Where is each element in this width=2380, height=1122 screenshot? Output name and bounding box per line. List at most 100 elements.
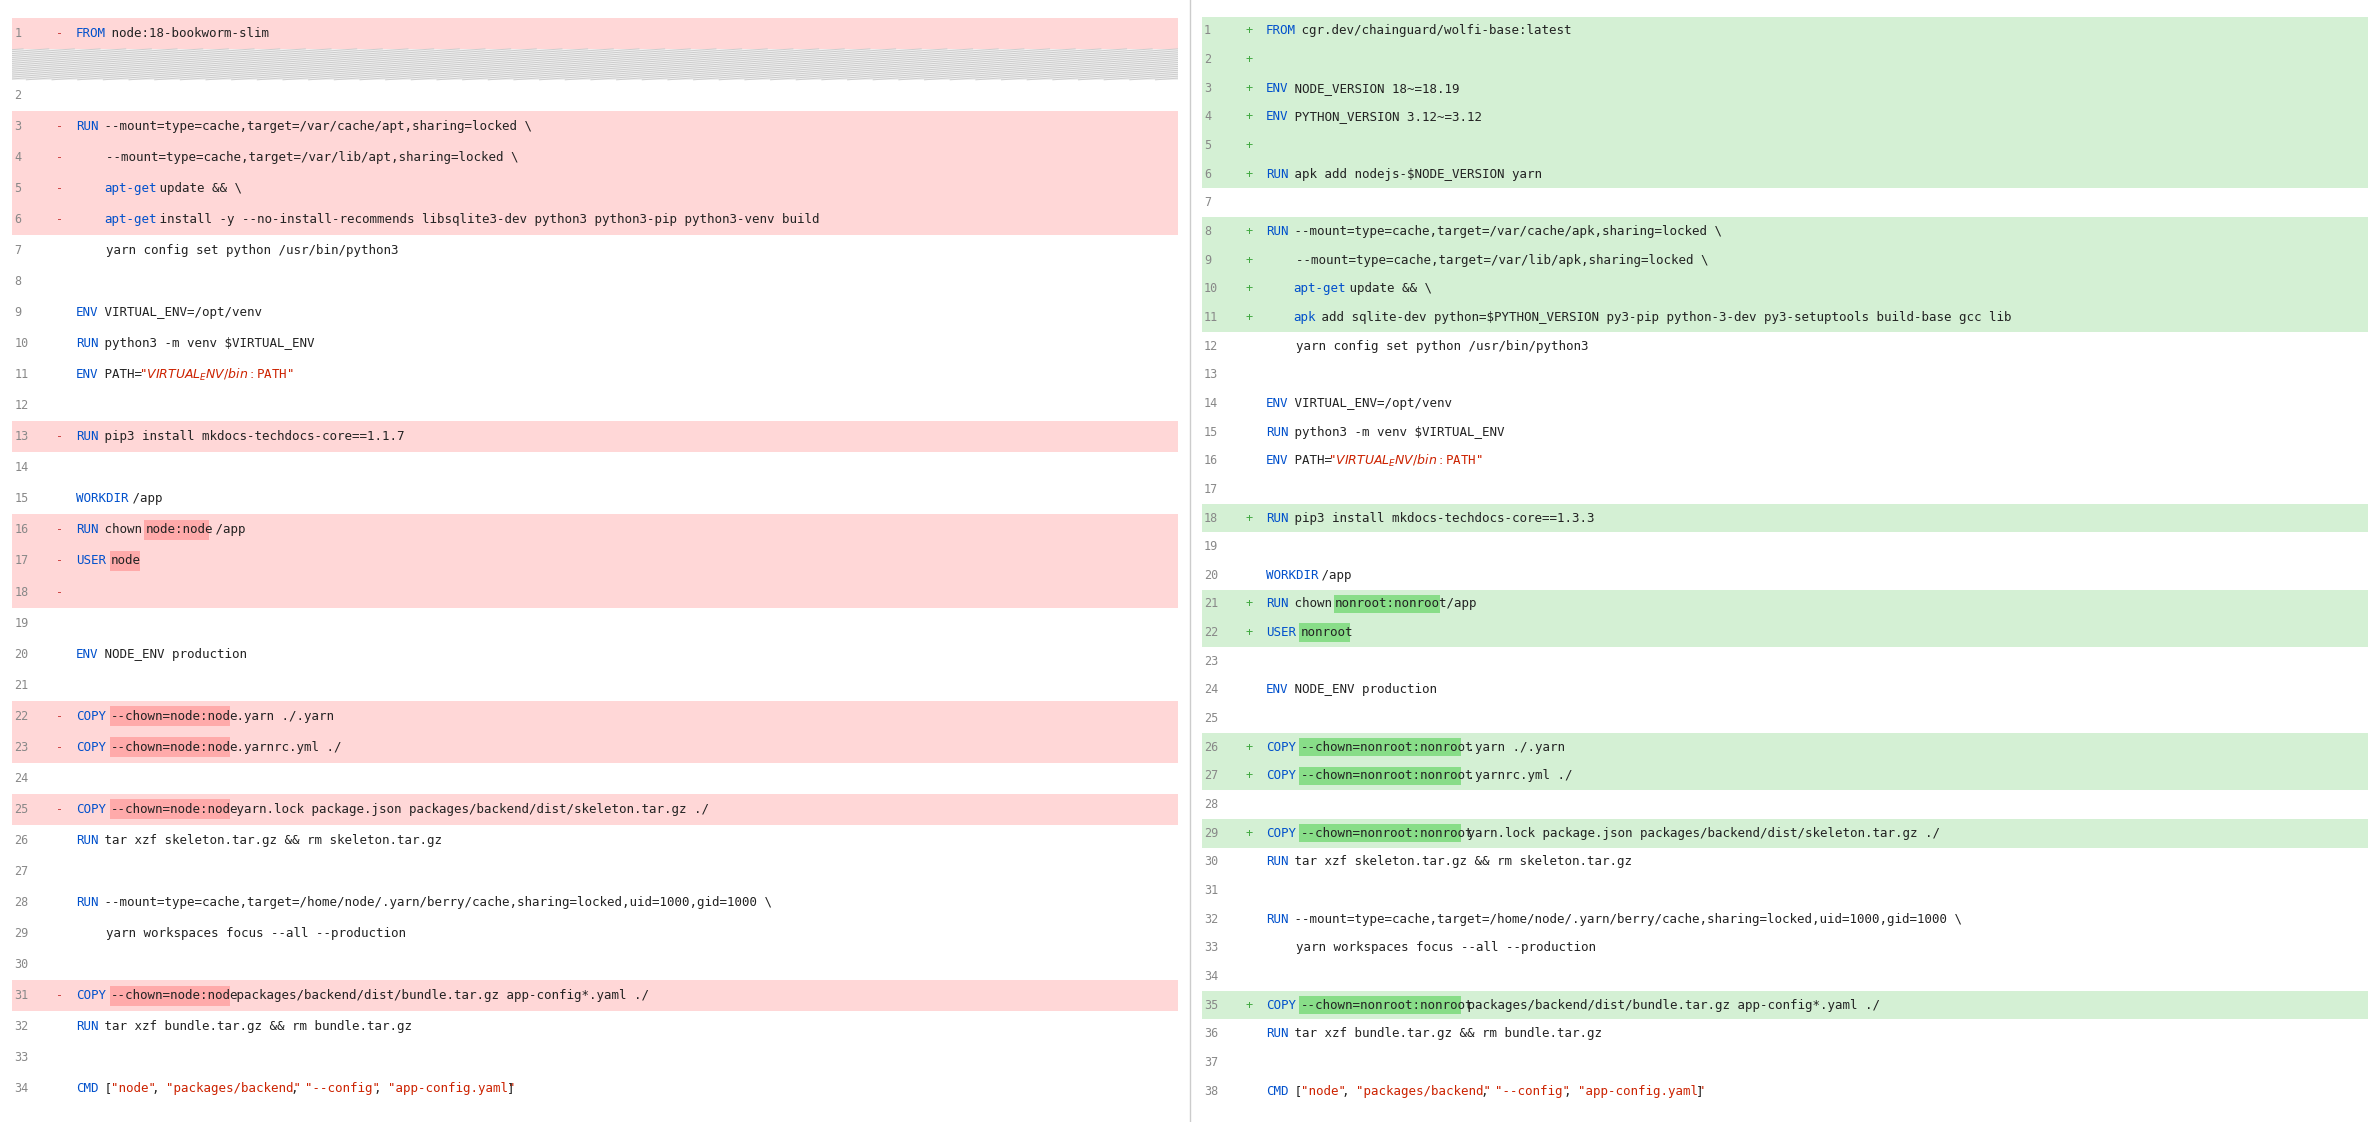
Text: 11: 11 — [1204, 311, 1219, 324]
Bar — [12, 856, 1178, 886]
Text: 17: 17 — [14, 554, 29, 568]
Text: RUN: RUN — [1266, 912, 1288, 926]
Text: -: - — [57, 213, 64, 226]
Text: RUN: RUN — [1266, 1028, 1288, 1040]
Text: ,: , — [152, 1083, 167, 1095]
Text: 7: 7 — [1204, 196, 1211, 210]
Text: 34: 34 — [14, 1083, 29, 1095]
Text: apt-get: apt-get — [105, 213, 157, 226]
Bar — [1202, 447, 2368, 475]
Text: 12: 12 — [14, 399, 29, 412]
Text: ]: ] — [1697, 1085, 1704, 1097]
Text: COPY: COPY — [1266, 827, 1295, 839]
Text: install -y --no-install-recommends libsqlite3-dev python3 python3-pip python3-ve: install -y --no-install-recommends libsq… — [152, 213, 819, 226]
Text: [: [ — [1288, 1085, 1302, 1097]
Text: +: + — [1247, 311, 1254, 324]
Text: 22: 22 — [14, 710, 29, 723]
Text: --mount=type=cache,target=/var/cache/apk,sharing=locked \: --mount=type=cache,target=/var/cache/apk… — [1288, 226, 1721, 238]
Text: 1: 1 — [14, 27, 21, 39]
Text: -: - — [57, 586, 64, 598]
Bar — [1299, 624, 1349, 642]
Text: USER: USER — [76, 554, 107, 568]
Bar — [1202, 819, 2368, 847]
Bar — [12, 484, 1178, 514]
Text: --mount=type=cache,target=/var/lib/apt,sharing=locked \: --mount=type=cache,target=/var/lib/apt,s… — [76, 151, 519, 164]
Text: 26: 26 — [14, 834, 29, 847]
Text: 15: 15 — [1204, 425, 1219, 439]
Text: 37: 37 — [1204, 1056, 1219, 1069]
Text: 1: 1 — [1204, 25, 1211, 37]
Text: 17: 17 — [1204, 482, 1219, 496]
Text: RUN: RUN — [76, 896, 98, 909]
Text: ENV: ENV — [1266, 110, 1288, 123]
Text: ,: , — [290, 1083, 307, 1095]
Bar — [109, 799, 231, 819]
Text: 4: 4 — [14, 151, 21, 164]
Text: yarn config set python /usr/bin/python3: yarn config set python /usr/bin/python3 — [76, 245, 397, 257]
Text: "app-config.yaml": "app-config.yaml" — [388, 1083, 516, 1095]
Text: --chown=node:node: --chown=node:node — [112, 990, 238, 1002]
Bar — [1202, 102, 2368, 131]
Text: 38: 38 — [1204, 1085, 1219, 1097]
Text: -: - — [57, 120, 64, 132]
Bar — [12, 236, 1178, 266]
Text: --chown=node:node: --chown=node:node — [112, 803, 238, 816]
Text: 16: 16 — [1204, 454, 1219, 467]
Bar — [1202, 705, 2368, 733]
Text: 32: 32 — [1204, 912, 1219, 926]
Text: -: - — [57, 182, 64, 195]
Text: 32: 32 — [14, 1020, 29, 1033]
Text: ENV: ENV — [76, 368, 98, 381]
Text: --mount=type=cache,target=/var/cache/apt,sharing=locked \: --mount=type=cache,target=/var/cache/apt… — [98, 120, 531, 132]
Bar — [12, 763, 1178, 794]
Text: 11: 11 — [14, 368, 29, 381]
Text: yarn.lock package.json packages/backend/dist/skeleton.tar.gz ./: yarn.lock package.json packages/backend/… — [228, 803, 709, 816]
Text: +: + — [1247, 283, 1254, 295]
Bar — [1202, 188, 2368, 218]
Text: 13: 13 — [1204, 368, 1219, 381]
Text: FROM: FROM — [76, 27, 107, 39]
Text: +: + — [1247, 226, 1254, 238]
Text: node:18-bookworm-slim: node:18-bookworm-slim — [105, 27, 269, 39]
Text: 14: 14 — [1204, 397, 1219, 410]
Text: /app: /app — [1314, 569, 1352, 582]
Text: -: - — [57, 27, 64, 39]
Bar — [12, 1074, 1178, 1104]
Text: -: - — [57, 741, 64, 754]
Text: 21: 21 — [14, 679, 29, 691]
Bar — [12, 638, 1178, 670]
Text: WORKDIR: WORKDIR — [76, 493, 129, 505]
Text: /app: /app — [207, 524, 245, 536]
Bar — [1202, 246, 2368, 275]
Bar — [1202, 904, 2368, 934]
Text: COPY: COPY — [76, 741, 107, 754]
Text: +: + — [1247, 741, 1254, 754]
Text: ENV: ENV — [1266, 683, 1288, 697]
Text: +: + — [1247, 512, 1254, 524]
Text: PATH=: PATH= — [1288, 454, 1333, 467]
Text: 5: 5 — [14, 182, 21, 195]
Text: 33: 33 — [14, 1051, 29, 1064]
Bar — [1202, 45, 2368, 74]
Text: --mount=type=cache,target=/home/node/.yarn/berry/cache,sharing=locked,uid=1000,g: --mount=type=cache,target=/home/node/.ya… — [98, 896, 771, 909]
Bar — [1202, 131, 2368, 159]
Text: /app: /app — [1440, 598, 1478, 610]
Bar — [1202, 618, 2368, 647]
Text: --mount=type=cache,target=/var/lib/apk,sharing=locked \: --mount=type=cache,target=/var/lib/apk,s… — [1266, 254, 1709, 267]
Bar — [1299, 766, 1461, 785]
Text: --mount=type=cache,target=/home/node/.yarn/berry/cache,sharing=locked,uid=1000,g: --mount=type=cache,target=/home/node/.ya… — [1288, 912, 1961, 926]
Text: 27: 27 — [14, 865, 29, 877]
Bar — [1202, 74, 2368, 102]
Bar — [1202, 504, 2368, 532]
Text: 31: 31 — [1204, 884, 1219, 896]
Text: chown: chown — [98, 524, 150, 536]
Bar — [1202, 17, 2368, 45]
Text: tar xzf bundle.tar.gz && rm bundle.tar.gz: tar xzf bundle.tar.gz && rm bundle.tar.g… — [1288, 1028, 1602, 1040]
Text: tar xzf skeleton.tar.gz && rm skeleton.tar.gz: tar xzf skeleton.tar.gz && rm skeleton.t… — [1288, 855, 1633, 868]
Text: -: - — [57, 710, 64, 723]
Text: 25: 25 — [14, 803, 29, 816]
Bar — [1202, 790, 2368, 819]
Text: 6: 6 — [14, 213, 21, 226]
Text: WORKDIR: WORKDIR — [1266, 569, 1319, 582]
Text: PATH=: PATH= — [98, 368, 143, 381]
